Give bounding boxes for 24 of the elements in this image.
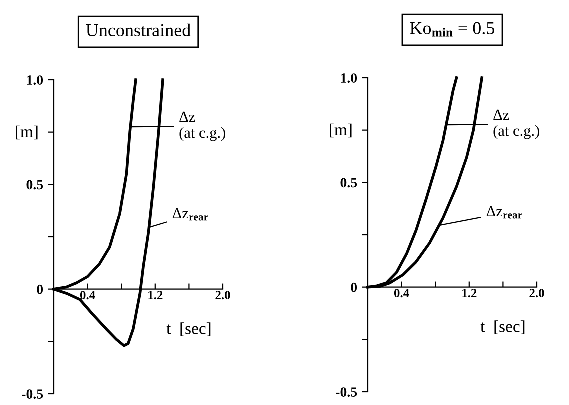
legend-label: Δz$_{rear}$ [486,206,522,219]
y-tick-label: 1.0 [27,76,44,86]
x-tick-label: 1.2 [148,291,163,300]
chart-title: Unconstrained [86,24,191,37]
y-tick-label: -0.5 [22,390,44,400]
x-tick-label: 1.2 [462,289,477,298]
legend-label: Δz (at c.g.) [494,110,540,140]
y-tick-label: 1.0 [341,74,358,84]
x-tick-label: 0.4 [394,289,410,298]
y-tick-label: -0.5 [336,388,358,398]
x-tick-label: 0.4 [80,291,96,300]
y-tick-label: 0.5 [340,178,358,188]
y-tick-label: 0 [351,282,358,292]
y-axis-title: [m] [16,126,38,140]
y-axis-title: [m] [330,124,352,138]
legend-label: Δz (at c.g.) [180,112,226,142]
x-axis-title: t [sec] [166,322,211,336]
chart-title: Ko$_{min}$ = 0.5 [410,22,494,37]
x-axis-title: t [sec] [480,320,525,334]
y-tick-label: 0 [37,284,44,294]
legend-label: Δz$_{rear}$ [172,208,208,221]
x-tick-label: 2.0 [216,291,230,300]
x-tick-label: 2.0 [530,289,544,298]
y-tick-label: 0.5 [26,180,44,190]
